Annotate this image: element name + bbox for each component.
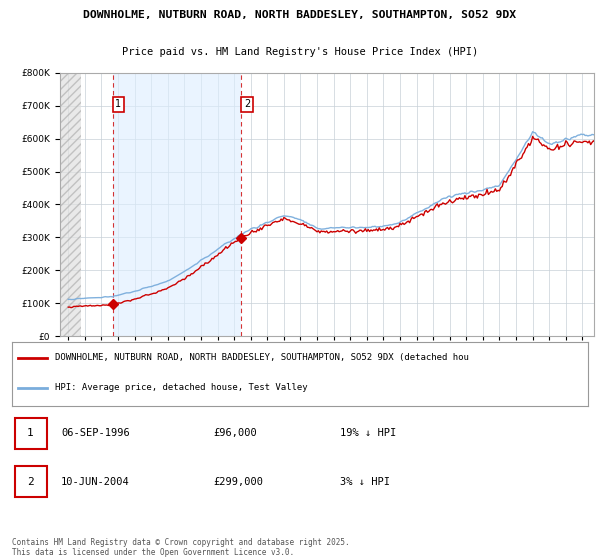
Text: 3% ↓ HPI: 3% ↓ HPI xyxy=(340,477,391,487)
FancyBboxPatch shape xyxy=(15,466,47,497)
Text: DOWNHOLME, NUTBURN ROAD, NORTH BADDESLEY, SOUTHAMPTON, SO52 9DX: DOWNHOLME, NUTBURN ROAD, NORTH BADDESLEY… xyxy=(83,10,517,20)
Text: 19% ↓ HPI: 19% ↓ HPI xyxy=(340,428,397,438)
Text: £96,000: £96,000 xyxy=(214,428,257,438)
FancyBboxPatch shape xyxy=(15,418,47,449)
Bar xyxy=(113,73,241,336)
Bar xyxy=(60,73,81,336)
Text: HPI: Average price, detached house, Test Valley: HPI: Average price, detached house, Test… xyxy=(55,384,308,393)
Text: Price paid vs. HM Land Registry's House Price Index (HPI): Price paid vs. HM Land Registry's House … xyxy=(122,48,478,58)
Text: 2: 2 xyxy=(244,99,250,109)
Text: Contains HM Land Registry data © Crown copyright and database right 2025.
This d: Contains HM Land Registry data © Crown c… xyxy=(12,538,350,557)
Text: 06-SEP-1996: 06-SEP-1996 xyxy=(61,428,130,438)
Text: 10-JUN-2004: 10-JUN-2004 xyxy=(61,477,130,487)
Text: £299,000: £299,000 xyxy=(214,477,263,487)
Text: 1: 1 xyxy=(27,428,34,438)
Text: 2: 2 xyxy=(27,477,34,487)
Text: 1: 1 xyxy=(115,99,121,109)
Text: DOWNHOLME, NUTBURN ROAD, NORTH BADDESLEY, SOUTHAMPTON, SO52 9DX (detached hou: DOWNHOLME, NUTBURN ROAD, NORTH BADDESLEY… xyxy=(55,353,469,362)
